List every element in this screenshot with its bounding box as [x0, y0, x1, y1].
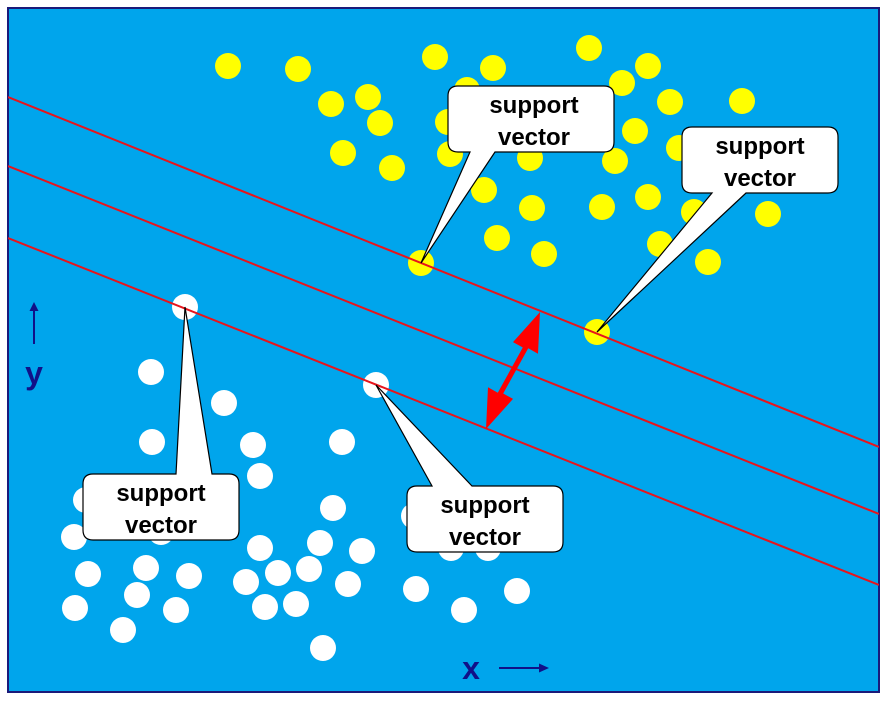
white-point	[240, 432, 266, 458]
callout-sv-white-right: support vector	[375, 384, 564, 553]
callout-bubble	[420, 85, 615, 264]
white-point	[163, 597, 189, 623]
yellow-class-points	[215, 35, 781, 345]
white-point	[504, 578, 530, 604]
white-point	[124, 582, 150, 608]
yellow-point	[330, 140, 356, 166]
white-point	[283, 591, 309, 617]
white-point	[329, 429, 355, 455]
yellow-point	[657, 89, 683, 115]
yellow-point	[576, 35, 602, 61]
y-axis-arrowhead-icon	[29, 302, 39, 311]
callout-bubble	[596, 126, 839, 333]
white-point	[176, 563, 202, 589]
yellow-point	[379, 155, 405, 181]
separating-lines	[8, 96, 879, 586]
callout-line1: support	[489, 92, 578, 119]
margin-arrow	[486, 312, 540, 429]
yellow-point	[422, 44, 448, 70]
white-point	[349, 538, 375, 564]
lower-margin-line	[8, 237, 879, 586]
yellow-point	[471, 177, 497, 203]
yellow-point	[355, 84, 381, 110]
white-point	[320, 495, 346, 521]
yellow-point	[285, 56, 311, 82]
yellow-point	[755, 201, 781, 227]
white-point	[133, 555, 159, 581]
yellow-point	[589, 194, 615, 220]
yellow-point	[729, 88, 755, 114]
callout-bubble	[82, 306, 240, 541]
callout-sv-white-left: support vector	[82, 306, 240, 541]
yellow-point	[635, 184, 661, 210]
upper-margin-line	[8, 96, 879, 448]
white-class-points	[61, 294, 530, 661]
yellow-point	[622, 118, 648, 144]
white-point	[310, 635, 336, 661]
callout-bubble	[375, 384, 564, 553]
yellow-point	[602, 148, 628, 174]
white-point	[62, 595, 88, 621]
white-point	[265, 560, 291, 586]
yellow-point	[367, 110, 393, 136]
yellow-point	[480, 55, 506, 81]
x-axis-indicator: x	[462, 650, 549, 686]
white-point	[138, 359, 164, 385]
yellow-point	[484, 225, 510, 251]
yellow-point	[695, 249, 721, 275]
callout-line2: vector	[724, 165, 796, 192]
callout-line2: vector	[449, 524, 521, 551]
callout-line1: support	[440, 492, 529, 519]
callout-line2: vector	[125, 512, 197, 539]
yellow-point	[609, 70, 635, 96]
white-point	[403, 576, 429, 602]
decision-boundary-line	[8, 165, 879, 515]
white-point	[247, 535, 273, 561]
white-point	[252, 594, 278, 620]
yellow-point	[318, 91, 344, 117]
callout-line2: vector	[498, 124, 570, 151]
callout-sv-yellow-right: support vector	[596, 126, 839, 333]
white-point	[233, 569, 259, 595]
white-point	[296, 556, 322, 582]
white-point	[61, 524, 87, 550]
yellow-point	[215, 53, 241, 79]
white-point	[211, 390, 237, 416]
white-point	[451, 597, 477, 623]
white-point	[247, 463, 273, 489]
white-point	[335, 571, 361, 597]
white-point	[75, 561, 101, 587]
yellow-point	[519, 195, 545, 221]
callout-line1: support	[715, 133, 804, 160]
y-axis-label: y	[25, 355, 43, 391]
white-point	[307, 530, 333, 556]
white-point	[110, 617, 136, 643]
x-axis-label: x	[462, 650, 480, 686]
callout-sv-yellow-left: support vector	[420, 85, 615, 264]
x-axis-arrowhead-icon	[539, 663, 549, 673]
white-point	[139, 429, 165, 455]
callout-line1: support	[116, 480, 205, 507]
yellow-point	[635, 53, 661, 79]
yellow-point	[531, 241, 557, 267]
y-axis-indicator: y	[25, 302, 43, 391]
